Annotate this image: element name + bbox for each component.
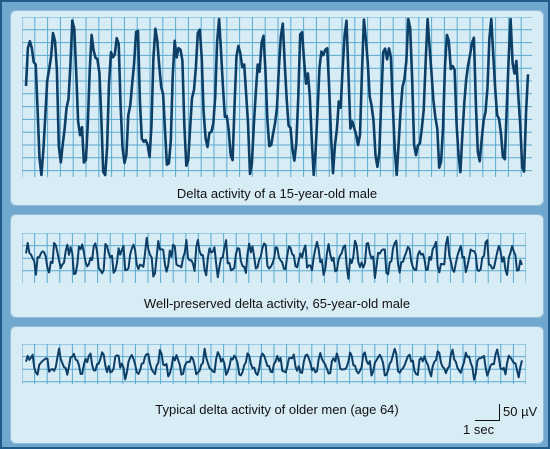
trace-caption-2: Well-preserved delta activity, 65-year-o… xyxy=(143,296,411,311)
eeg-waveform xyxy=(25,235,523,280)
scale-time-label: 1 sec xyxy=(463,422,495,437)
eeg-waveform xyxy=(25,347,523,381)
eeg-grid-2 xyxy=(22,233,526,283)
eeg-panel-3: Typical delta activity of older men (age… xyxy=(10,326,544,444)
eeg-panel-1: Delta activity of a 15-year-old male xyxy=(10,10,544,206)
trace-caption-1: Delta activity of a 15-year-old male xyxy=(176,186,378,201)
trace-caption-3: Typical delta activity of older men (age… xyxy=(155,402,399,417)
eeg-grid-3 xyxy=(22,344,526,384)
scale-bar xyxy=(475,404,500,421)
eeg-grid-1 xyxy=(22,17,532,177)
scale-amplitude-label: 50 µV xyxy=(503,404,538,419)
eeg-panel-2: Well-preserved delta activity, 65-year-o… xyxy=(10,214,544,318)
eeg-waveform xyxy=(24,17,530,177)
